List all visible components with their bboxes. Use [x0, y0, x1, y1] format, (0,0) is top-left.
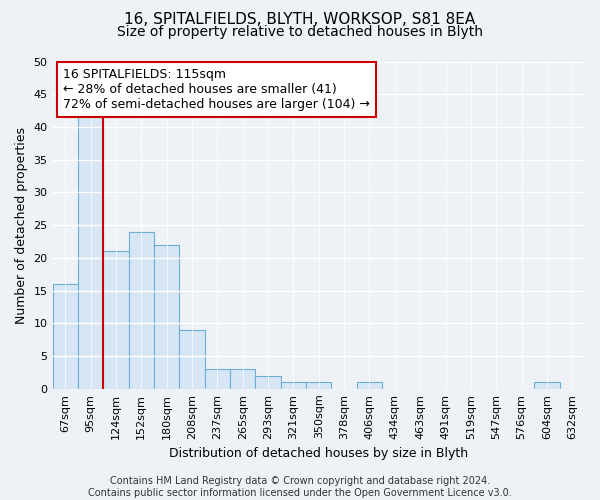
Bar: [154, 245, 179, 389]
Text: Size of property relative to detached houses in Blyth: Size of property relative to detached ho…: [117, 25, 483, 39]
Y-axis label: Number of detached properties: Number of detached properties: [15, 126, 28, 324]
Bar: [179, 330, 205, 389]
Bar: [78, 114, 103, 389]
Text: Contains HM Land Registry data © Crown copyright and database right 2024.
Contai: Contains HM Land Registry data © Crown c…: [88, 476, 512, 498]
Bar: [357, 382, 382, 389]
Text: 16, SPITALFIELDS, BLYTH, WORKSOP, S81 8EA: 16, SPITALFIELDS, BLYTH, WORKSOP, S81 8E…: [124, 12, 476, 28]
Bar: [306, 382, 331, 389]
Bar: [128, 232, 154, 389]
Bar: [534, 382, 560, 389]
Text: 16 SPITALFIELDS: 115sqm
← 28% of detached houses are smaller (41)
72% of semi-de: 16 SPITALFIELDS: 115sqm ← 28% of detache…: [63, 68, 370, 111]
Bar: [53, 284, 78, 389]
Bar: [256, 376, 281, 389]
Bar: [103, 252, 128, 389]
Bar: [205, 369, 230, 389]
Bar: [230, 369, 256, 389]
Bar: [281, 382, 306, 389]
X-axis label: Distribution of detached houses by size in Blyth: Distribution of detached houses by size …: [169, 447, 469, 460]
